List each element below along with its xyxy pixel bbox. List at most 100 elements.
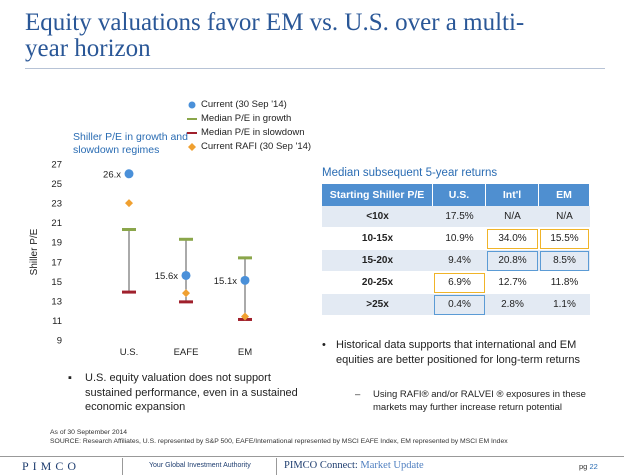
sub-bullet: – Using RAFI® and/or RALVEI ® exposures … bbox=[355, 389, 603, 414]
legend-label: Median P/E in growth bbox=[201, 113, 292, 124]
legend-item-current: Current (30 Sep '14) bbox=[186, 98, 311, 112]
value-cell: 20.8% bbox=[486, 250, 539, 272]
footer-connect: PIMCO Connect: Market Update bbox=[284, 460, 424, 471]
connect-label: PIMCO Connect: bbox=[284, 460, 358, 471]
y-tick-label: 19 bbox=[51, 238, 62, 249]
slowdown-median-mark bbox=[179, 300, 193, 304]
page-prefix: pg bbox=[579, 462, 588, 471]
growth-median-mark bbox=[122, 228, 136, 232]
footer-separator bbox=[276, 458, 277, 475]
bullet-icon: ▪ bbox=[68, 372, 72, 384]
title-divider bbox=[25, 68, 605, 69]
bullet-left: ▪ U.S. equity valuation does not support… bbox=[68, 371, 305, 415]
y-tick-label: 9 bbox=[57, 336, 62, 347]
y-axis-label: Shiller P/E bbox=[29, 228, 40, 275]
value-cell: 6.9% bbox=[433, 272, 486, 294]
row-label-cell: 10-15x bbox=[322, 228, 433, 250]
x-tick-label: EAFE bbox=[174, 347, 199, 358]
footer: PIMCO Your Global Investment Authority P… bbox=[0, 459, 624, 476]
value-cell: 34.0% bbox=[486, 228, 539, 250]
pimco-logo: PIMCO bbox=[22, 459, 81, 473]
legend-label: Current RAFI (30 Sep '14) bbox=[201, 141, 312, 152]
pe-chart: 9 11 13 15 17 19 21 23 25 27 Shiller P/E U.S. EAFE EM… bbox=[29, 160, 252, 359]
footer-tagline: Your Global Investment Authority bbox=[149, 462, 251, 469]
row-label-cell: 20-25x bbox=[322, 272, 433, 294]
value-cell: 11.8% bbox=[539, 272, 590, 294]
y-tick-label: 23 bbox=[51, 199, 62, 210]
table-row: 10-15x 10.9% 34.0% 15.5% bbox=[322, 228, 590, 250]
dash-marker-icon bbox=[186, 117, 198, 121]
y-tick-label: 21 bbox=[51, 218, 62, 229]
circle-marker-icon bbox=[186, 101, 198, 109]
current-data-label: 15.1x bbox=[214, 276, 237, 287]
table-row: <10x 17.5% N/A N/A bbox=[322, 206, 590, 228]
legend-item-rafi: Current RAFI (30 Sep '14) bbox=[186, 140, 311, 154]
table-header-row: Starting Shiller P/E U.S. Int'l EM bbox=[322, 184, 590, 206]
legend-item-slowdown: Median P/E in slowdown bbox=[186, 126, 311, 140]
footer-separator bbox=[122, 458, 123, 475]
header-cell: Starting Shiller P/E bbox=[322, 184, 433, 206]
value-cell: 10.9% bbox=[433, 228, 486, 250]
table-title: Median subsequent 5-year returns bbox=[322, 167, 498, 179]
y-tick-label: 27 bbox=[51, 160, 62, 171]
current-point bbox=[240, 275, 250, 285]
footnote: As of 30 September 2014 SOURCE: Research… bbox=[50, 428, 508, 446]
footer-divider bbox=[0, 456, 624, 457]
row-label-cell: <10x bbox=[322, 206, 433, 228]
table-row: 15-20x 9.4% 20.8% 8.5% bbox=[322, 250, 590, 272]
table-row: 20-25x 6.9% 12.7% 11.8% bbox=[322, 272, 590, 294]
page-title: Equity valuations favor EM vs. U.S. over… bbox=[25, 9, 525, 62]
y-tick-label: 13 bbox=[51, 296, 62, 307]
bullet-right: • Historical data supports that internat… bbox=[322, 338, 594, 367]
value-cell: 17.5% bbox=[433, 206, 486, 228]
dash-marker-icon bbox=[186, 131, 198, 135]
diamond-marker-icon bbox=[186, 143, 198, 151]
chart-legend: Current (30 Sep '14) Median P/E in growt… bbox=[186, 98, 311, 154]
current-point bbox=[124, 169, 134, 179]
y-tick-label: 15 bbox=[51, 277, 62, 288]
value-cell: 0.4% bbox=[433, 294, 486, 316]
asof-note: As of 30 September 2014 bbox=[50, 429, 128, 436]
rafi-point bbox=[125, 199, 133, 208]
rafi-point bbox=[182, 289, 190, 298]
y-tick-label: 11 bbox=[52, 316, 62, 327]
value-cell: 15.5% bbox=[539, 228, 590, 250]
source-note: SOURCE: Research Affiliates, U.S. repres… bbox=[50, 438, 508, 445]
header-cell: EM bbox=[539, 184, 590, 206]
connect-sub: Market Update bbox=[360, 460, 424, 471]
value-cell: 8.5% bbox=[539, 250, 590, 272]
value-cell: 9.4% bbox=[433, 250, 486, 272]
growth-median-mark bbox=[179, 237, 193, 241]
dash-icon: – bbox=[355, 389, 361, 400]
value-cell: 12.7% bbox=[486, 272, 539, 294]
bullet-icon: • bbox=[322, 339, 326, 351]
y-tick-label: 25 bbox=[51, 179, 62, 190]
growth-median-mark bbox=[238, 256, 252, 260]
legend-item-growth: Median P/E in growth bbox=[186, 112, 311, 126]
current-data-label: 15.6x bbox=[155, 271, 178, 282]
row-label-cell: >25x bbox=[322, 294, 433, 316]
rafi-point bbox=[241, 312, 249, 321]
table-row: >25x 0.4% 2.8% 1.1% bbox=[322, 294, 590, 316]
row-label-cell: 15-20x bbox=[322, 250, 433, 272]
bullet-text: Historical data supports that internatio… bbox=[336, 339, 580, 366]
page-num: 22 bbox=[589, 462, 598, 471]
x-tick-label: EM bbox=[238, 347, 252, 358]
current-data-label: 26.x bbox=[103, 169, 121, 180]
legend-label: Median P/E in slowdown bbox=[201, 127, 305, 138]
chart-subtitle: Shiller P/E in growth and slowdown regim… bbox=[73, 131, 188, 156]
value-cell: N/A bbox=[486, 206, 539, 228]
returns-table: Starting Shiller P/E U.S. Int'l EM <10x 1… bbox=[322, 184, 590, 316]
value-cell: N/A bbox=[539, 206, 590, 228]
y-tick-label: 17 bbox=[51, 257, 62, 268]
sub-bullet-text: Using RAFI® and/or RALVEI ® exposures in… bbox=[373, 389, 586, 413]
current-point bbox=[181, 270, 191, 280]
slowdown-median-mark bbox=[122, 290, 136, 294]
bullet-text: U.S. equity valuation does not support s… bbox=[85, 372, 298, 413]
value-cell: 1.1% bbox=[539, 294, 590, 316]
header-cell: U.S. bbox=[433, 184, 486, 206]
legend-label: Current (30 Sep '14) bbox=[201, 99, 287, 110]
page-number: pg 22 bbox=[579, 462, 598, 471]
header-cell: Int'l bbox=[486, 184, 539, 206]
value-cell: 2.8% bbox=[486, 294, 539, 316]
